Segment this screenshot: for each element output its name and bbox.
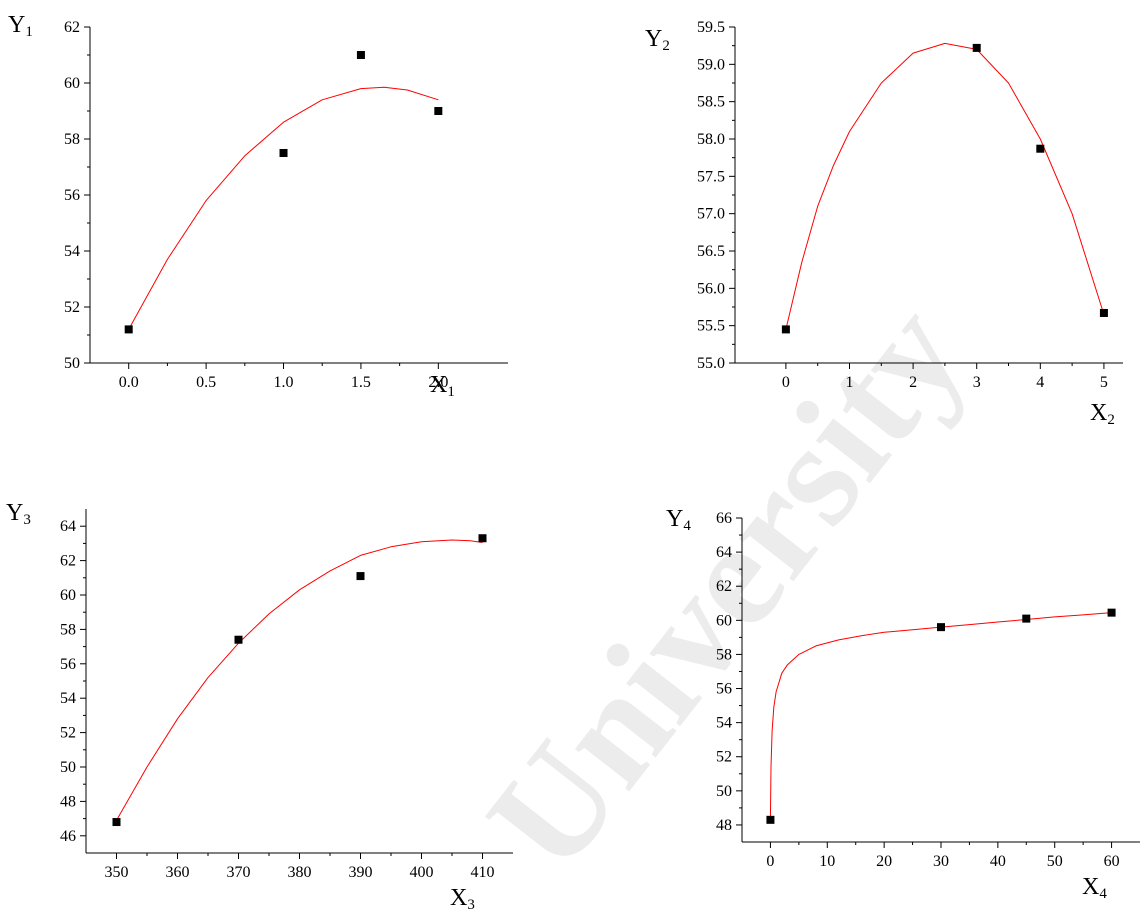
fit-curve xyxy=(785,42,1105,330)
y-tick-label: 59.5 xyxy=(697,19,725,36)
x-axis-label: X1 xyxy=(430,372,455,400)
data-point xyxy=(766,815,775,824)
x-tick-label: 5 xyxy=(1100,374,1108,391)
y-tick-label: 56 xyxy=(60,656,76,673)
fit-curve xyxy=(128,86,439,330)
y-tick-label: 59.0 xyxy=(697,56,725,73)
x-tick-label: 4 xyxy=(1036,374,1044,391)
x-tick-label: 2 xyxy=(909,374,917,391)
y-tick-label: 56.0 xyxy=(697,280,725,297)
y-tick-label: 58 xyxy=(60,621,76,638)
data-point xyxy=(356,51,365,59)
y-tick-label: 55.5 xyxy=(697,318,725,335)
x-tick-label: 30 xyxy=(933,853,949,870)
chart-panel-y3-vs-x3: 46 48 50 52 54 56 58 60 62 64 350 360 370 380 390 400 41… xyxy=(6,500,513,913)
data-point xyxy=(112,818,121,827)
y-tick-label: 56 xyxy=(64,187,80,204)
x-tick-label: 1.0 xyxy=(274,374,294,391)
x-tick-label: 3 xyxy=(973,374,981,391)
chart-panel-y1-vs-x1: 50 52 54 56 58 60 62 0.0 0.5 1.0 1.5 2.0 Y1 X1 xyxy=(8,12,508,400)
x-tick-label: 1.5 xyxy=(351,374,371,391)
data-point xyxy=(478,534,487,543)
chart-panel-y2-vs-x2: 55.0 55.5 56.0 56.5 57.0 57.5 58.0 58.5 59.0 59.5… xyxy=(645,19,1123,428)
x-tick-label: 350 xyxy=(105,864,129,881)
y-tick-label: 62 xyxy=(64,19,80,36)
y-tick-label: 48 xyxy=(716,817,732,834)
data-point xyxy=(1099,308,1108,317)
data-point xyxy=(937,623,945,632)
y-tick-label: 58.0 xyxy=(697,131,725,148)
x-tick-label: 1 xyxy=(845,374,853,391)
data-point xyxy=(1107,608,1116,617)
y-tick-label: 58 xyxy=(716,646,732,663)
y-axis-label: Y4 xyxy=(666,506,691,534)
x-tick-label: 2.0 xyxy=(428,374,448,391)
x-tick-label: 0.0 xyxy=(119,374,139,391)
y-tick-label: 58 xyxy=(64,131,80,148)
x-tick-label: 50 xyxy=(1047,853,1063,870)
y-tick-label: 57.5 xyxy=(697,168,725,185)
fit-curve xyxy=(769,612,1112,820)
y-tick-label: 52 xyxy=(64,299,80,316)
y-tick-label: 64 xyxy=(716,544,732,561)
x-tick-label: 390 xyxy=(349,864,373,881)
fit-curve xyxy=(116,539,483,821)
y-tick-label: 52 xyxy=(60,725,76,742)
y-tick-label: 64 xyxy=(60,518,76,535)
y-tick-label: 54 xyxy=(64,243,80,260)
x-tick-label: 0.5 xyxy=(196,374,216,391)
x-tick-label: 380 xyxy=(288,864,312,881)
y-tick-label: 48 xyxy=(60,793,76,810)
data-point xyxy=(356,572,365,581)
data-point xyxy=(781,325,790,334)
y-tick-label: 46 xyxy=(60,828,76,845)
data-point xyxy=(279,149,288,157)
x-axis-label: X2 xyxy=(1090,400,1115,428)
x-tick-label: 60 xyxy=(1104,853,1120,870)
x-axis-label: X3 xyxy=(450,885,475,913)
y-axis-label: Y3 xyxy=(6,500,31,528)
x-tick-label: 360 xyxy=(166,864,190,881)
data-point xyxy=(124,325,133,334)
y-tick-label: 50 xyxy=(60,759,76,776)
y-tick-label: 55.0 xyxy=(697,355,725,372)
x-tick-label: 10 xyxy=(819,853,835,870)
data-point xyxy=(1022,614,1031,623)
y-tick-label: 60 xyxy=(60,587,76,604)
x-tick-label: 0 xyxy=(766,853,774,870)
y-tick-label: 62 xyxy=(716,578,732,595)
y-tick-label: 54 xyxy=(716,715,732,732)
y-tick-label: 58.5 xyxy=(697,94,725,111)
y-tick-label: 66 xyxy=(716,510,732,527)
y-tick-label: 52 xyxy=(716,749,732,766)
x-tick-label: 410 xyxy=(471,864,495,881)
x-tick-label: 0 xyxy=(782,374,790,391)
data-point xyxy=(972,43,981,52)
x-axis-label: X4 xyxy=(1082,874,1107,902)
y-axis-label: Y1 xyxy=(8,12,33,40)
y-tick-label: 50 xyxy=(64,355,80,372)
y-tick-label: 60 xyxy=(716,612,732,629)
x-tick-label: 400 xyxy=(410,864,434,881)
y-tick-label: 62 xyxy=(60,553,76,570)
data-point xyxy=(1036,144,1045,153)
x-tick-label: 40 xyxy=(990,853,1006,870)
y-tick-label: 56 xyxy=(716,681,732,698)
y-tick-label: 50 xyxy=(716,783,732,800)
y-axis-label: Y2 xyxy=(645,26,670,54)
y-tick-label: 57.0 xyxy=(697,206,725,223)
x-tick-label: 370 xyxy=(227,864,251,881)
watermark: University xyxy=(455,273,996,900)
y-tick-label: 54 xyxy=(60,690,76,707)
data-point xyxy=(234,635,243,644)
data-point xyxy=(434,107,443,115)
chart-panel-y4-vs-x4: 48 50 52 54 56 58 60 62 64 66 0 10 20 30 40 50 60 Y4 X4 xyxy=(666,506,1140,902)
y-tick-label: 56.5 xyxy=(697,243,725,260)
y-tick-label: 60 xyxy=(64,75,80,92)
x-tick-label: 20 xyxy=(876,853,892,870)
